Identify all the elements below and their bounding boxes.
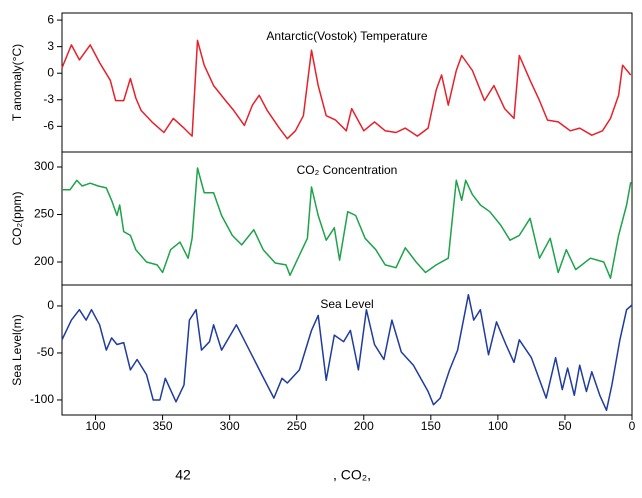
y-tick-label: -100 bbox=[30, 392, 54, 406]
caption: , CO₂, bbox=[333, 467, 371, 483]
x-tick-label: 0 bbox=[629, 419, 636, 433]
x-tick-label: 150 bbox=[421, 419, 441, 433]
x-tick-label: 200 bbox=[354, 419, 374, 433]
panel-title: CO₂ Concentration bbox=[297, 163, 398, 177]
y-axis-label: Sea Level(m) bbox=[10, 314, 24, 385]
y-tick-label: -3 bbox=[43, 92, 54, 106]
panel-title: Antarctic(Vostok) Temperature bbox=[266, 29, 428, 43]
data-line bbox=[61, 39, 632, 140]
data-line bbox=[62, 167, 632, 279]
y-axis-label: CO₂(ppm) bbox=[10, 192, 24, 246]
x-tick-label: 300 bbox=[220, 419, 240, 433]
plot-frame bbox=[61, 284, 633, 416]
x-tick-label: 50 bbox=[558, 419, 572, 433]
panel-title: Sea Level bbox=[320, 297, 373, 311]
data-line bbox=[61, 293, 633, 412]
y-axis-label: T anomaly(°C) bbox=[10, 44, 24, 121]
y-tick-label: 0 bbox=[47, 65, 54, 79]
y-tick-label: 3 bbox=[47, 39, 54, 53]
y-tick-label: 200 bbox=[34, 254, 54, 268]
y-tick-label: -50 bbox=[37, 345, 55, 359]
y-tick-label: 300 bbox=[34, 159, 54, 173]
x-tick-label: 350 bbox=[153, 419, 173, 433]
caption: 42 bbox=[175, 467, 191, 483]
y-tick-label: 0 bbox=[47, 298, 54, 312]
x-tick-label: 100 bbox=[86, 419, 106, 433]
y-tick-label: 6 bbox=[47, 12, 54, 26]
y-tick-label: -6 bbox=[43, 118, 54, 132]
x-tick-label: 100 bbox=[488, 419, 508, 433]
x-tick-label: 250 bbox=[287, 419, 307, 433]
y-tick-label: 250 bbox=[34, 207, 54, 221]
